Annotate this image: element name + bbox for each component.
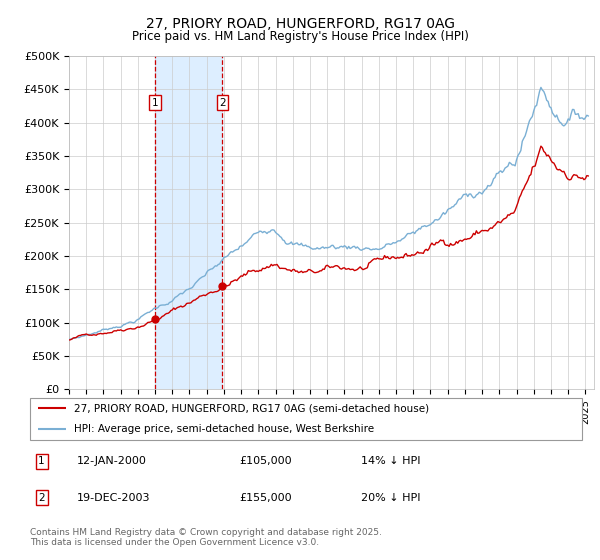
Text: 14% ↓ HPI: 14% ↓ HPI	[361, 456, 421, 466]
Text: Contains HM Land Registry data © Crown copyright and database right 2025.
This d: Contains HM Land Registry data © Crown c…	[30, 528, 382, 547]
Text: 27, PRIORY ROAD, HUNGERFORD, RG17 0AG (semi-detached house): 27, PRIORY ROAD, HUNGERFORD, RG17 0AG (s…	[74, 403, 429, 413]
Text: 27, PRIORY ROAD, HUNGERFORD, RG17 0AG: 27, PRIORY ROAD, HUNGERFORD, RG17 0AG	[146, 17, 455, 31]
Text: Price paid vs. HM Land Registry's House Price Index (HPI): Price paid vs. HM Land Registry's House …	[131, 30, 469, 43]
Text: 20% ↓ HPI: 20% ↓ HPI	[361, 493, 421, 503]
Text: 12-JAN-2000: 12-JAN-2000	[77, 456, 147, 466]
Text: 1: 1	[38, 456, 45, 466]
Text: £105,000: £105,000	[240, 456, 292, 466]
Text: 2: 2	[219, 97, 226, 108]
Bar	[155, 56, 223, 389]
Text: 19-DEC-2003: 19-DEC-2003	[77, 493, 151, 503]
Text: HPI: Average price, semi-detached house, West Berkshire: HPI: Average price, semi-detached house,…	[74, 424, 374, 434]
FancyBboxPatch shape	[30, 398, 582, 440]
Text: 2: 2	[38, 493, 45, 503]
Text: 1: 1	[152, 97, 158, 108]
Text: £155,000: £155,000	[240, 493, 292, 503]
